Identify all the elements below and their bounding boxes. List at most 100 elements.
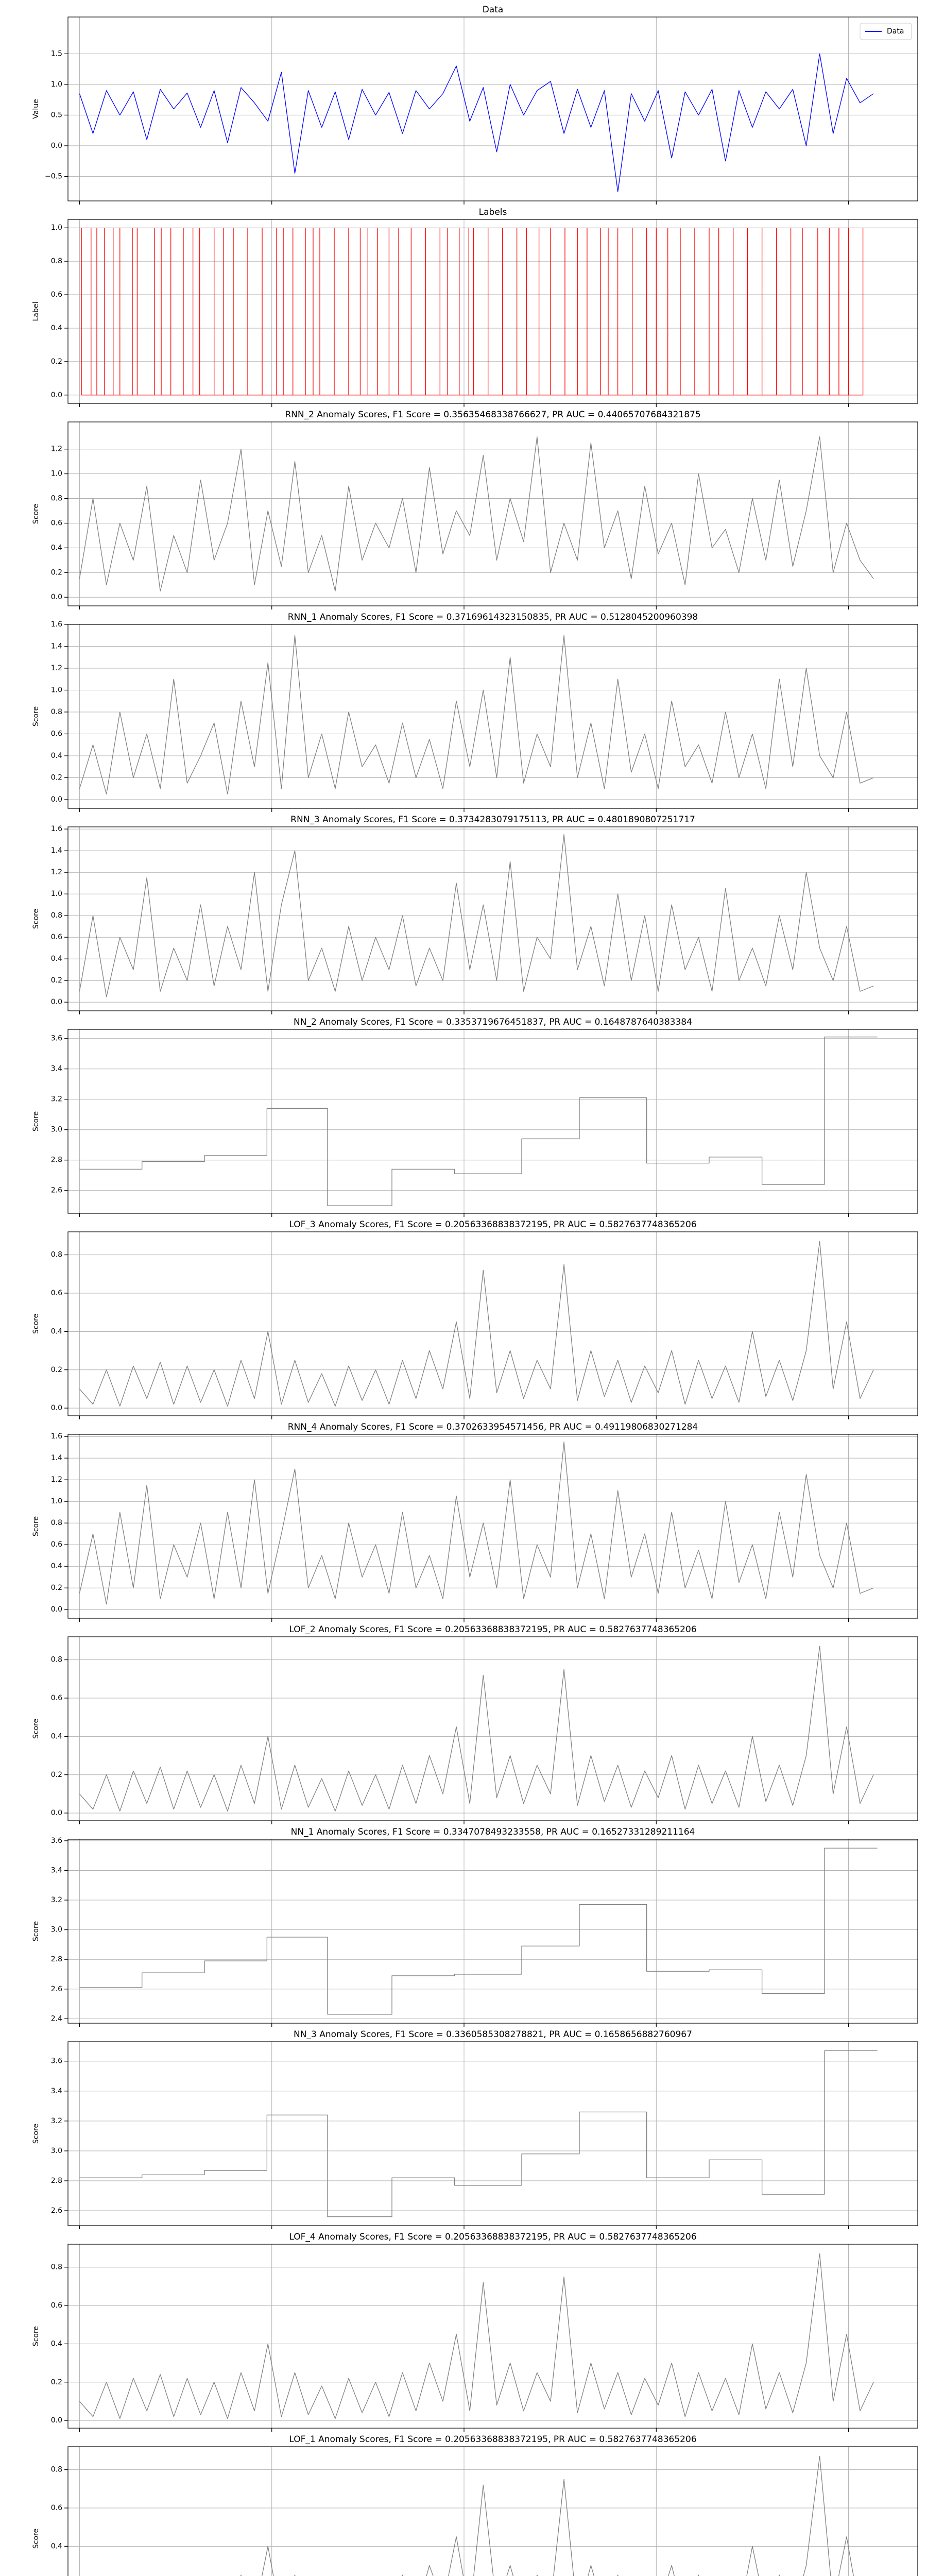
y-tick-label: 0.4	[51, 324, 62, 332]
axes-background	[68, 17, 918, 201]
y-tick-label: 2.8	[51, 2177, 62, 2185]
series-line	[79, 834, 874, 997]
y-tick-label: 3.2	[51, 1896, 62, 1904]
chart-title: LOF_1 Anomaly Scores, F1 Score = 0.20563…	[289, 2434, 696, 2445]
axes-background	[68, 219, 918, 403]
y-tick-label: 1.6	[51, 1432, 62, 1440]
y-tick-label: 0.6	[51, 291, 62, 299]
y-axis-label: Score	[32, 2326, 40, 2346]
y-tick-label: 3.6	[51, 2057, 62, 2065]
y-tick-label: 1.0	[51, 224, 62, 232]
y-axis-label: Score	[32, 1314, 40, 1334]
y-tick-label: 0.8	[51, 1251, 62, 1259]
y-tick-label: 1.4	[51, 642, 62, 651]
axes-frame	[67, 1231, 918, 1416]
y-axis-label: Score	[32, 2124, 40, 2144]
axes-frame	[67, 1029, 918, 1214]
legend-label: Data	[887, 27, 904, 36]
y-axis-label: Score	[32, 2529, 40, 2549]
axes-background	[68, 2244, 918, 2428]
chart-title: NN_2 Anomaly Scores, F1 Score = 0.335371…	[294, 1017, 692, 1027]
axes-background	[68, 422, 918, 606]
axes-background	[68, 1029, 918, 1213]
y-tick-label: 0.5	[51, 111, 62, 119]
y-tick-label: 0.4	[51, 2542, 62, 2550]
y-tick-label: 1.6	[51, 620, 62, 629]
y-tick-label: 3.6	[51, 1035, 62, 1043]
axes-background	[68, 1232, 918, 1416]
chart-title: Labels	[479, 207, 507, 217]
series-line	[79, 1037, 878, 1206]
chart-title: LOF_4 Anomaly Scores, F1 Score = 0.20563…	[289, 2232, 696, 2242]
y-tick-label: 3.2	[51, 1095, 62, 1104]
y-tick-label: 3.4	[51, 2087, 62, 2095]
y-axis-label: Score	[32, 909, 40, 929]
y-tick-label: 0.0	[51, 391, 62, 399]
y-tick-label: 0.6	[51, 1540, 62, 1549]
y-tick-label: 0.8	[51, 2263, 62, 2272]
y-tick-label: 0.8	[51, 2466, 62, 2474]
y-tick-label: 0.4	[51, 544, 62, 552]
y-tick-label: 0.4	[51, 1562, 62, 1570]
y-axis-label: Score	[32, 1921, 40, 1941]
y-axis-label: Value	[32, 99, 40, 118]
y-tick-label: 0.8	[51, 257, 62, 265]
y-tick-label: 0.6	[51, 519, 62, 527]
y-tick-label: 3.0	[51, 2147, 62, 2155]
series-line	[79, 53, 874, 192]
chart-title: LOF_3 Anomaly Scores, F1 Score = 0.20563…	[289, 1219, 696, 1230]
y-tick-label: 0.2	[51, 1771, 62, 1779]
legend-box	[860, 23, 912, 40]
axes-frame	[67, 16, 918, 201]
y-tick-label: 3.6	[51, 1837, 62, 1845]
series-line	[240, 2455, 854, 2576]
series-line	[79, 2050, 878, 2217]
y-tick-label: 0.0	[51, 795, 62, 804]
axes-frame	[67, 2041, 918, 2226]
y-tick-label: 0.8	[51, 495, 62, 503]
y-tick-label: 1.0	[51, 686, 62, 694]
axes-frame	[67, 1839, 918, 2024]
y-tick-label: 1.0	[51, 1497, 62, 1505]
y-tick-label: 2.6	[51, 2207, 62, 2215]
axes-frame	[67, 826, 918, 1011]
y-tick-label: 1.5	[51, 49, 62, 58]
y-tick-label: 0.4	[51, 1732, 62, 1740]
axes-frame	[67, 1434, 918, 1619]
y-tick-label: 0.2	[51, 976, 62, 985]
axes-background	[68, 1839, 918, 2023]
axes-frame	[67, 2446, 918, 2576]
series-line	[79, 436, 874, 591]
y-tick-label: 1.0	[51, 470, 62, 478]
y-tick-label: 2.8	[51, 1955, 62, 1963]
y-tick-label: 1.2	[51, 868, 62, 876]
y-tick-label: 0.2	[51, 568, 62, 577]
y-tick-label: 0.8	[51, 1656, 62, 1664]
y-axis-label: Score	[32, 706, 40, 726]
axes-frame	[67, 421, 918, 606]
chart-title: RNN_1 Anomaly Scores, F1 Score = 0.37169…	[288, 612, 698, 622]
y-tick-label: 0.6	[51, 730, 62, 738]
y-tick-label: 0.0	[51, 593, 62, 601]
y-tick-label: 1.4	[51, 846, 62, 855]
axes-background	[68, 2447, 918, 2576]
chart-title: LOF_2 Anomaly Scores, F1 Score = 0.20563…	[289, 1624, 696, 1635]
chart-title: Data	[483, 5, 504, 15]
y-tick-label: 0.0	[51, 2416, 62, 2425]
y-tick-label: 0.0	[51, 142, 62, 150]
y-tick-label: 0.4	[51, 752, 62, 760]
y-axis-label: Score	[32, 504, 40, 524]
y-tick-label: 0.6	[51, 1289, 62, 1297]
series-line	[79, 2253, 874, 2419]
y-tick-label: 3.0	[51, 1926, 62, 1934]
axes-background	[68, 1434, 918, 1618]
y-tick-label: 2.6	[51, 1985, 62, 1993]
y-tick-label: 3.4	[51, 1866, 62, 1874]
series-line	[79, 1241, 874, 1407]
chart-title: RNN_4 Anomaly Scores, F1 Score = 0.37026…	[288, 1422, 698, 1432]
y-tick-label: 1.2	[51, 1476, 62, 1484]
y-tick-label: 0.4	[51, 955, 62, 963]
axes-background	[68, 1637, 918, 1821]
